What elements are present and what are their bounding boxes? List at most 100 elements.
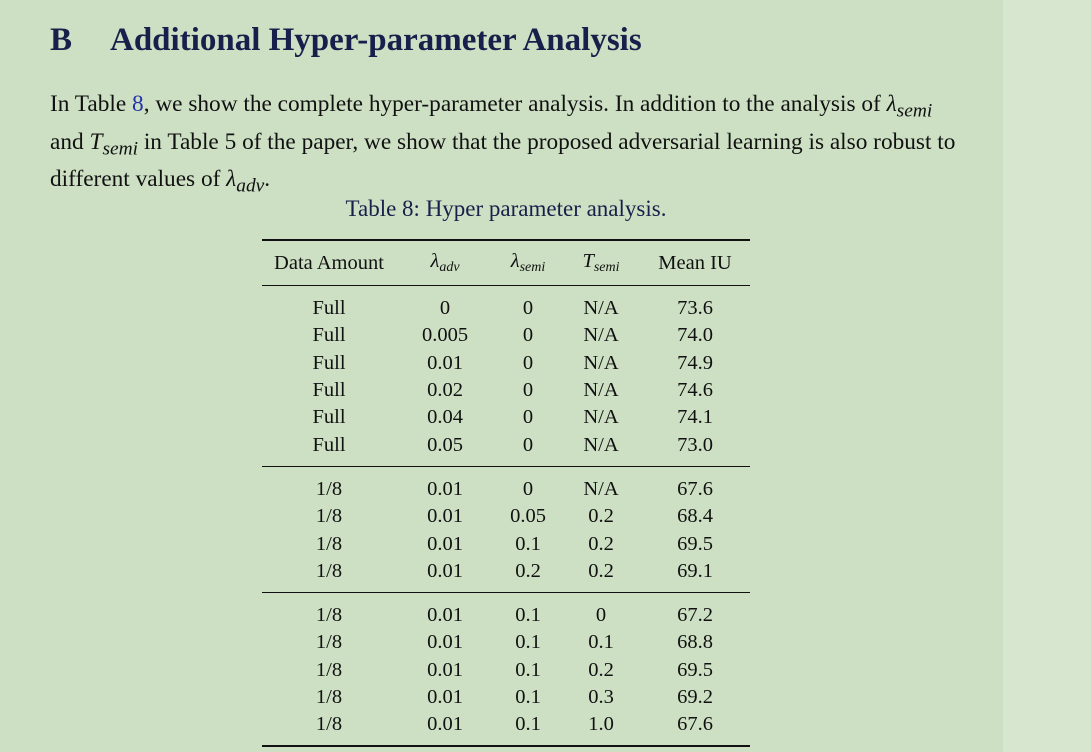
lambda-semi-cell: 0.1 [515,658,541,681]
document-page [0,0,1003,752]
lambda-adv-cell: 0.01 [427,604,463,627]
t-semi-cell: 1.0 [588,713,614,736]
mean-iu-cell: 67.6 [677,477,713,500]
table-row: 1/8 0.01 0.2 0.2 69.1 [262,558,750,593]
header-lambda-semi: λsemi [510,250,546,275]
lambda-semi-cell: 0 [522,433,534,456]
lambda-semi-cell: 0.1 [515,631,541,654]
lambda-adv-cell: 0 [439,297,451,320]
table-header-row: Data Amount λadv λsemi Tsemi Mean IU [262,240,750,286]
t-semi-cell: N/A [583,379,619,402]
mean-iu-cell: 74.9 [677,351,713,374]
data-amount-cell: Full [312,351,346,374]
table-row: Full 0.05 0 N/A 73.0 [262,431,750,466]
table-row: 1/8 0.01 0.1 0.2 69.5 [262,657,750,684]
table-reference-link[interactable]: 8 [132,91,144,117]
data-amount-cell: 1/8 [315,658,343,681]
paragraph-text: and [50,128,90,155]
table-row: 1/8 0.01 0.1 0.1 68.8 [262,629,750,656]
lambda-adv-cell: 0.01 [427,351,463,374]
mean-iu-cell: 73.6 [677,297,713,320]
t-semi-cell: N/A [583,406,619,429]
lambda-adv-cell: 0.01 [427,559,463,582]
lambda-adv-cell: 0.04 [427,406,463,429]
paragraph-text: In Table [50,91,133,117]
lambda-semi-cell: 0 [522,324,534,347]
t-semi-cell: N/A [583,477,619,500]
table-group-full: Full 0 0 N/A 73.6 Full 0.005 0 N/A 74.0 Full 0.01 0 N… [262,286,750,467]
mean-iu-cell: 67.6 [677,713,713,736]
lambda-semi-cell: 0 [522,351,534,374]
lambda-adv-cell: 0.01 [427,631,463,654]
data-amount-cell: 1/8 [315,532,343,555]
table-row: Full 0.02 0 N/A 74.6 [262,377,750,404]
mean-iu-cell: 69.5 [677,658,713,681]
mean-iu-cell: 73.0 [677,433,713,456]
header-data-amount: Data Amount [274,251,384,274]
data-amount-cell: 1/8 [315,604,343,627]
lambda-semi-cell: 0.05 [510,505,546,528]
table-group-lambda-semi: 1/8 0.01 0 N/A 67.6 1/8 0.01 0.05 0.2 68.4 1/8 0.01… [262,466,750,592]
table-row: Full 0.04 0 N/A 74.1 [262,404,750,431]
table-group-t-semi: 1/8 0.01 0.1 0 67.2 1/8 0.01 0.1 0.1 68.8 1/8 0.01 0… [262,592,750,747]
table-row: 1/8 0.01 0.1 0.3 69.2 [262,684,750,711]
t-semi-cell: 0.2 [588,532,614,555]
mean-iu-cell: 74.0 [677,324,713,347]
lambda-semi-cell: 0 [522,406,534,429]
lambda-semi-cell: 0 [522,297,534,320]
header-t-semi: Tsemi [582,250,620,275]
lambda-adv-cell: 0.01 [427,713,463,736]
lambda-semi-cell: 0.1 [515,604,541,627]
lambda-semi-cell: 0 [522,477,534,500]
header-mean-iu: Mean IU [658,251,732,274]
lambda-adv-symbol: λadv [226,166,265,197]
t-semi-cell: 0.2 [588,505,614,528]
t-semi-cell: N/A [583,297,619,320]
t-semi-cell: 0 [595,604,607,627]
page-gutter [1003,0,1091,752]
paragraph-text: in Table 5 of the paper, we show that th… [50,128,956,193]
lambda-semi-cell: 0 [522,379,534,402]
lambda-adv-cell: 0.01 [427,505,463,528]
mean-iu-cell: 68.8 [677,631,713,654]
mean-iu-cell: 74.1 [677,406,713,429]
lambda-adv-cell: 0.02 [427,379,463,402]
data-amount-cell: Full [312,324,346,347]
data-amount-cell: 1/8 [315,505,343,528]
data-amount-cell: Full [312,433,346,456]
t-semi-cell: 0.3 [588,686,614,708]
t-semi-symbol: Tsemi [89,128,139,160]
table-row: Full 0.005 0 N/A 74.0 [262,322,750,349]
table-row: Full 0 0 N/A 73.6 [262,286,750,323]
t-semi-cell: N/A [583,324,619,347]
section-title: Additional Hyper-parameter Analysis [110,22,642,58]
t-semi-cell: 0.1 [588,631,614,654]
table-row: Full 0.01 0 N/A 74.9 [262,350,750,377]
data-amount-cell: 1/8 [315,713,343,736]
data-amount-cell: Full [312,297,346,320]
table-caption: Table 8: Hyper parameter analysis. [345,196,667,221]
data-amount-cell: 1/8 [315,477,343,500]
section-heading: B Additional Hyper-parameter Analysis [50,22,642,59]
data-amount-cell: 1/8 [315,631,343,654]
lambda-adv-cell: 0.01 [427,477,463,500]
mean-iu-cell: 69.5 [677,532,713,555]
lambda-adv-cell: 0.05 [427,433,463,456]
lambda-semi-cell: 0.1 [515,686,541,708]
paragraph-text: , we show the complete hyper-parameter a… [143,91,887,117]
data-amount-cell: 1/8 [315,686,343,708]
mean-iu-cell: 69.1 [677,559,713,582]
lambda-adv-cell: 0.01 [427,686,463,708]
table-row: 1/8 0.01 0 N/A 67.6 [262,466,750,503]
lambda-adv-cell: 0.005 [421,324,469,347]
paragraph-text: . [264,166,271,193]
lambda-semi-cell: 0.1 [515,532,541,555]
data-amount-cell: Full [312,406,346,429]
t-semi-cell: 0.2 [588,559,614,582]
table-row: 1/8 0.01 0.05 0.2 68.4 [262,503,750,530]
table-row: 1/8 0.01 0.1 1.0 67.6 [262,711,750,747]
body-paragraph: In Table 8, we show the complete hyper-p… [50,89,965,202]
mean-iu-cell: 74.6 [677,379,713,402]
t-semi-cell: N/A [583,433,619,456]
lambda-adv-cell: 0.01 [427,658,463,681]
